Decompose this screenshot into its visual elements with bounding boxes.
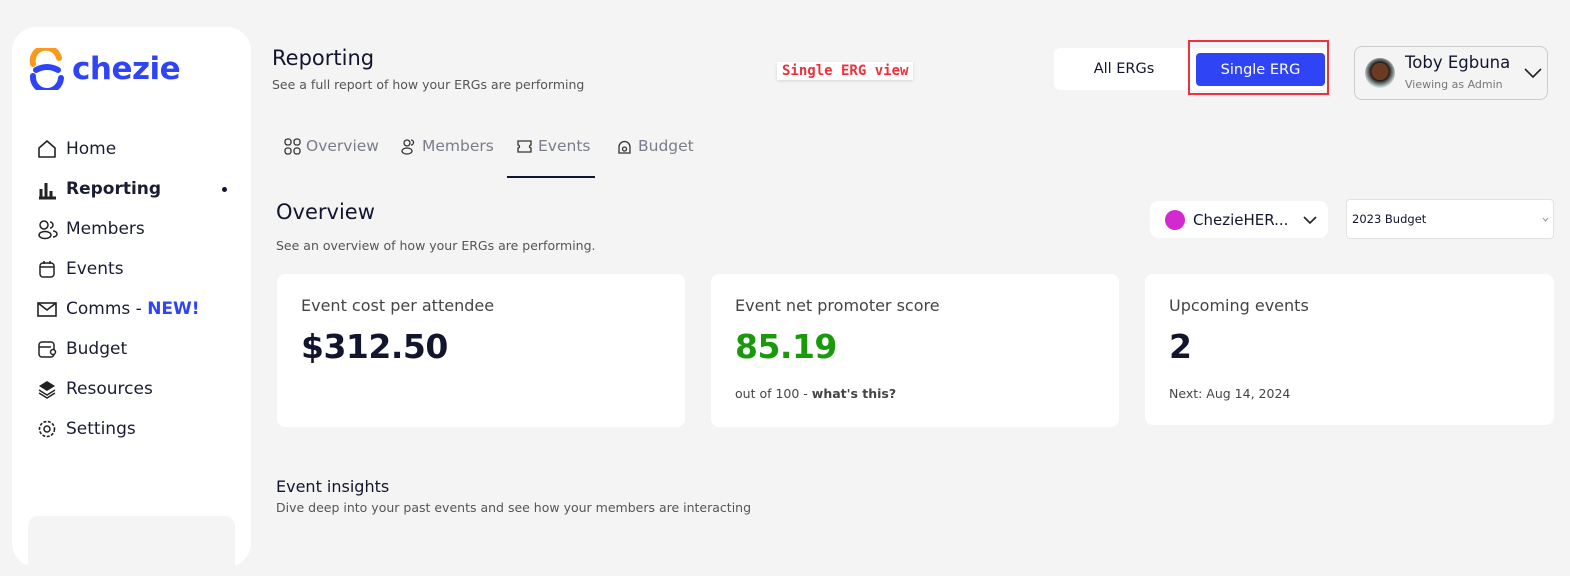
card-net-promoter-score: Event net promoter score 85.19 out of 10… (711, 274, 1119, 427)
sidebar-item-label: Home (66, 139, 117, 159)
members-icon (38, 220, 58, 240)
sidebar-item-label: Events (66, 259, 124, 279)
ticket-icon (517, 139, 532, 153)
chevron-down-icon (1303, 215, 1318, 224)
sidebar-item-label: Budget (66, 339, 128, 359)
chezie-logo-icon (29, 48, 64, 90)
active-tab-indicator (507, 176, 595, 178)
chevron-down-icon (1542, 217, 1549, 222)
sidebar-item-resources[interactable]: Resources (36, 377, 153, 401)
erg-select[interactable]: ChezieHER... (1150, 201, 1328, 238)
sidebar-item-label: Resources (66, 379, 153, 399)
members-icon (401, 138, 415, 155)
card-title: Upcoming events (1169, 296, 1309, 315)
avatar (1365, 58, 1395, 88)
sidebar-item-label: Members (66, 219, 145, 239)
sidebar-item-settings[interactable]: Settings (36, 417, 136, 441)
money-bag-icon (618, 140, 631, 154)
card-upcoming-events: Upcoming events 2 Next: Aug 14, 2024 (1145, 274, 1554, 425)
chezie-logo[interactable]: chezie (28, 48, 181, 90)
card-title: Event net promoter score (735, 296, 940, 315)
sidebar-item-events[interactable]: Events (36, 257, 124, 281)
tab-label: Overview (306, 137, 379, 155)
card-title: Event cost per attendee (301, 296, 495, 315)
sidebar-item-label: Reporting (66, 179, 162, 199)
tab-label: Members (422, 137, 494, 155)
home-icon (38, 140, 56, 158)
active-indicator-dot (222, 187, 227, 192)
card-value: 85.19 (735, 327, 837, 366)
grid-icon (284, 137, 301, 155)
budget-select-value: 2023 Budget (1352, 212, 1427, 226)
chevron-down-icon (1524, 68, 1542, 79)
page-subtitle: See a full report of how your ERGs are p… (272, 77, 585, 92)
new-badge: NEW! (147, 299, 200, 319)
erg-logo-icon (1165, 209, 1185, 230)
sidebar: chezie Home Reporting Members Events Com… (12, 27, 251, 576)
erg-select-value: ChezieHER... (1193, 210, 1289, 229)
user-menu[interactable]: Toby Egbuna Viewing as Admin (1354, 46, 1548, 100)
sidebar-item-members[interactable]: Members (36, 217, 145, 241)
card-value: $312.50 (301, 327, 448, 366)
overview-title: Overview (276, 200, 375, 224)
tab-overview[interactable]: Overview (284, 137, 379, 155)
tab-members[interactable]: Members (400, 137, 494, 155)
tab-label: Events (538, 137, 591, 155)
card-cost-per-attendee: Event cost per attendee $312.50 (277, 274, 685, 427)
annotation-label: Single ERG view (777, 62, 914, 80)
sidebar-item-label: Settings (66, 419, 136, 439)
insights-title: Event insights (276, 477, 390, 496)
card-subtext: out of 100 - (735, 386, 812, 401)
tab-label: Budget (638, 137, 694, 155)
sidebar-item-reporting[interactable]: Reporting (36, 177, 161, 201)
wallet-icon (38, 341, 57, 358)
card-value: 2 (1169, 327, 1192, 366)
whats-this-link[interactable]: what's this? (811, 386, 897, 401)
sidebar-item-label: Comms - (66, 299, 148, 319)
tab-budget[interactable]: Budget (616, 137, 694, 155)
sidebar-item-home[interactable]: Home (36, 137, 116, 161)
single-erg-button[interactable]: Single ERG (1196, 53, 1325, 86)
budget-select[interactable]: 2023 Budget (1346, 199, 1554, 239)
calendar-icon (39, 261, 55, 278)
sidebar-item-budget[interactable]: Budget (36, 337, 127, 361)
bar-chart-icon (39, 183, 56, 200)
layers-icon (38, 381, 56, 399)
insights-subtitle: Dive deep into your past events and see … (276, 500, 752, 515)
sidebar-item-comms[interactable]: Comms - NEW! (36, 297, 200, 321)
sidebar-bottom-panel (28, 516, 235, 576)
gear-icon (38, 420, 56, 438)
overview-subtitle: See an overview of how your ERGs are per… (276, 238, 596, 253)
highlight-box (1188, 40, 1329, 95)
user-role: Viewing as Admin (1405, 78, 1503, 91)
user-name: Toby Egbuna (1405, 53, 1511, 72)
card-subtext: Next: Aug 14, 2024 (1169, 386, 1291, 401)
page-title: Reporting (272, 46, 375, 70)
mail-icon (37, 302, 57, 317)
tab-events[interactable]: Events (516, 137, 590, 155)
all-ergs-button[interactable]: All ERGs (1093, 61, 1155, 77)
